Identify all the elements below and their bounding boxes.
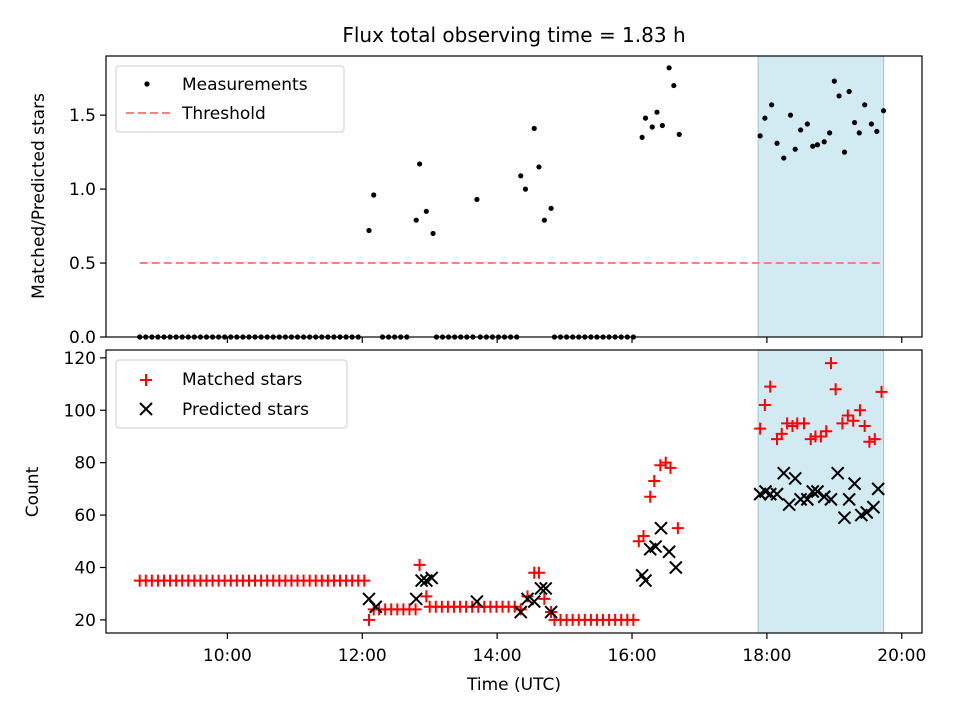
bottom-x-tick-label: 20:00 (877, 646, 926, 666)
measurement-point (762, 116, 767, 121)
legend-threshold-label: Threshold (181, 104, 266, 124)
measurement-point (810, 144, 815, 149)
measurement-point (371, 192, 376, 197)
top-y-tick-label: 0.0 (69, 328, 96, 348)
predicted-star-point (650, 541, 662, 553)
measurement-point (414, 218, 419, 223)
matched-star-point (644, 491, 656, 503)
measurement-point (643, 116, 648, 121)
bottom-y-tick-label: 120 (64, 349, 96, 369)
top-highlight-span (758, 56, 883, 337)
measurement-point (654, 110, 659, 115)
measurement-point (417, 161, 422, 166)
measurement-point (650, 124, 655, 129)
measurement-point (542, 218, 547, 223)
measurement-point (532, 126, 537, 131)
bottom-x-tick-label: 12:00 (338, 646, 387, 666)
measurement-point (842, 150, 847, 155)
matched-star-point (414, 559, 426, 571)
measurement-point (671, 83, 676, 88)
predicted-star-point (663, 546, 675, 558)
top-legend: Measurements Threshold (116, 66, 344, 132)
measurement-point (474, 197, 479, 202)
predicted-star-point (655, 522, 667, 534)
measurement-point (430, 231, 435, 236)
matched-star-point (654, 459, 666, 471)
x-axis-label: Time (UTC) (466, 675, 561, 695)
measurement-point (869, 121, 874, 126)
bottom-y-tick-label: 100 (64, 401, 96, 421)
bottom-y-tick-label: 80 (74, 454, 96, 474)
measurement-point (660, 123, 665, 128)
measurement-point (836, 93, 841, 98)
bottom-highlight-span (758, 350, 883, 633)
measurement-point (827, 130, 832, 135)
measurement-point (424, 209, 429, 214)
bottom-y-ticks: 20 40 60 80 100 120 (64, 349, 106, 631)
top-y-label: Matched/Predicted stars (29, 93, 49, 299)
measurement-point (523, 187, 528, 192)
measurement-point (793, 147, 798, 152)
predicted-star-point (426, 572, 438, 584)
measurement-point (874, 129, 879, 134)
top-y-tick-label: 1.0 (69, 180, 96, 200)
matched-star-point (358, 575, 370, 587)
bottom-x-tick-label: 14:00 (473, 646, 522, 666)
predicted-star-point (670, 561, 682, 573)
matched-star-point (648, 475, 660, 487)
measurement-point (536, 164, 541, 169)
measurement-point (852, 120, 857, 125)
legend-measurements-marker (144, 81, 149, 86)
top-y-ticks: 0.0 0.5 1.0 1.5 (69, 106, 106, 348)
bottom-x-tick-label: 10:00 (203, 646, 252, 666)
measurement-point (857, 130, 862, 135)
matched-star-point (672, 522, 684, 534)
matched-star-point (627, 614, 639, 626)
legend-matched-label: Matched stars (182, 370, 302, 390)
measurement-point (815, 142, 820, 147)
bottom-y-tick-label: 20 (74, 611, 96, 631)
matched-star-point (521, 590, 533, 602)
bottom-y-tick-label: 40 (74, 558, 96, 578)
bottom-legend: Matched stars Predicted stars (116, 360, 347, 428)
matched-star-point (420, 590, 432, 602)
bottom-panel: 20 40 60 80 100 120 10:00 12:00 14:00 16:00 18:00… (23, 349, 926, 695)
measurement-point (774, 141, 779, 146)
predicted-star-point (410, 593, 422, 605)
measurement-point (667, 65, 672, 70)
bottom-y-tick-label: 60 (74, 506, 96, 526)
top-y-tick-label: 1.5 (69, 106, 96, 126)
predicted-star-point (640, 575, 652, 587)
bottom-x-tick-label: 18:00 (742, 646, 791, 666)
measurement-point (518, 173, 523, 178)
measurement-point (548, 206, 553, 211)
measurement-point (788, 113, 793, 118)
bottom-x-tick-label: 16:00 (608, 646, 657, 666)
measurement-point (881, 108, 886, 113)
measurement-point (822, 139, 827, 144)
measurement-point (847, 89, 852, 94)
measurement-point (640, 135, 645, 140)
measurement-point (862, 102, 867, 107)
measurement-point (832, 79, 837, 84)
top-panel: 0.0 0.5 1.0 1.5 Matched/Predicted stars Mea… (29, 56, 922, 348)
matched-star-point (515, 603, 527, 615)
measurement-point (798, 127, 803, 132)
measurement-point (677, 132, 682, 137)
measurement-point (366, 228, 371, 233)
measurement-point (769, 102, 774, 107)
figure: Flux total observing time = 1.83 h 0.00.… (0, 0, 960, 720)
measurement-point (758, 133, 763, 138)
top-y-tick-label: 0.5 (69, 254, 96, 274)
legend-predicted-label: Predicted stars (182, 400, 309, 420)
chart-title: Flux total observing time = 1.83 h (342, 23, 685, 47)
matched-star-point (363, 614, 375, 626)
legend-measurements-label: Measurements (182, 75, 308, 95)
measurement-point (781, 155, 786, 160)
bottom-y-label: Count (23, 466, 43, 517)
measurement-point (805, 121, 810, 126)
bottom-x-ticks: 10:00 12:00 14:00 16:00 18:00 20:00 (203, 633, 926, 666)
